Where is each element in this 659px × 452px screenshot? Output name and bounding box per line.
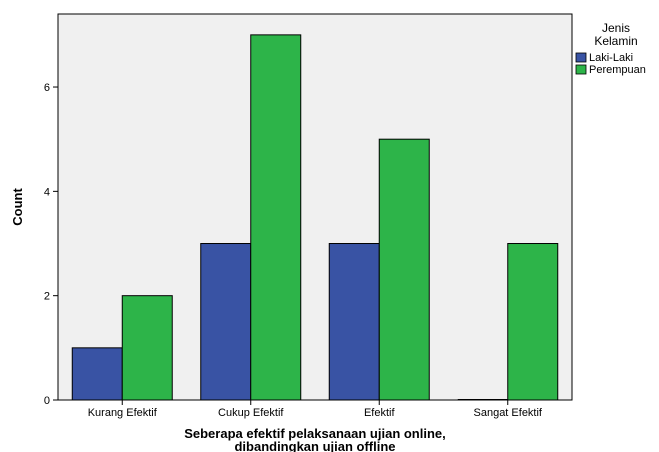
x-tick-label: Sangat Efektif [474,407,543,419]
y-axis-title: Count [10,188,25,226]
legend-label: Laki-Laki [589,52,633,64]
legend-swatch [575,64,587,75]
x-tick-label: Efektif [364,407,396,419]
x-tick-label: Kurang Efektif [88,407,158,419]
bar [121,295,173,401]
x-axis-title-line-1: Seberapa efektif pelaksanaan ujian onlin… [184,426,446,441]
x-axis-title-line-2: dibandingkan ujian offline [234,439,395,452]
legend-title-line-1: Jenis [602,21,630,35]
bar [507,243,559,401]
y-axis: 0 2 4 6 [44,82,58,407]
legend-label: Perempuan [589,64,646,76]
y-tick-label: 6 [44,82,50,94]
bar [328,243,380,401]
y-tick-label: 4 [44,186,50,198]
y-tick-label: 0 [44,395,50,407]
x-axis: Kurang Efektif Cukup Efektif Efektif Sangat… [88,400,543,419]
bars-group [71,34,559,401]
bar [378,138,430,401]
legend-title-line-2: Kelamin [594,34,637,48]
y-tick-label: 2 [44,291,50,303]
bar [200,243,252,401]
legend-swatch [575,52,587,63]
x-tick-label: Cukup Efektif [218,407,284,419]
bar [250,34,302,401]
bar [71,347,123,401]
